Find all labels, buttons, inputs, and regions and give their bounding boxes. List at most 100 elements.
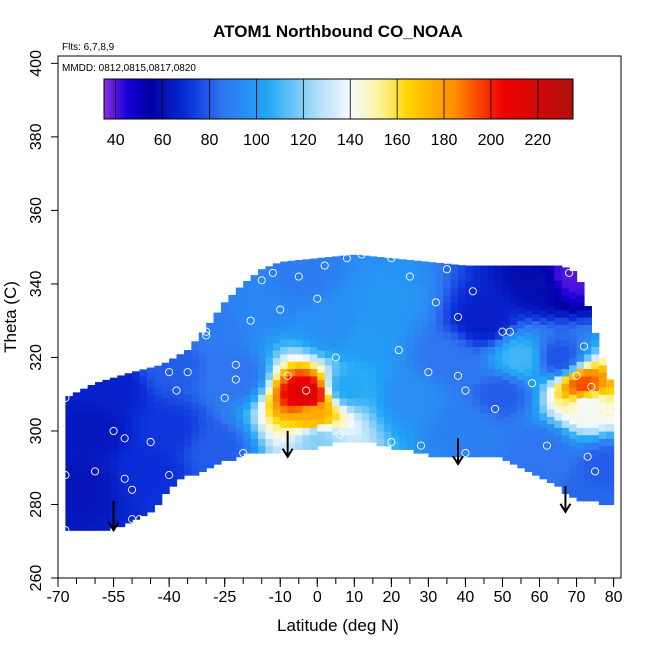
heat-cell	[532, 364, 541, 373]
heat-cell	[332, 427, 341, 436]
heat-cell	[606, 497, 615, 506]
colorbar-swatch	[282, 79, 286, 119]
heat-cell	[346, 346, 355, 355]
heat-cell	[324, 350, 333, 359]
heat-cell	[354, 375, 363, 384]
heat-cell	[561, 272, 570, 281]
heat-cell	[272, 401, 281, 410]
heat-cell	[302, 302, 311, 311]
heat-cell	[391, 368, 400, 377]
heat-cell	[517, 342, 526, 351]
heat-cell	[480, 412, 489, 421]
colorbar-swatch	[279, 79, 283, 119]
heat-cell	[517, 313, 526, 322]
heat-cell	[591, 346, 600, 355]
heat-cell	[420, 261, 429, 263]
heat-cell	[324, 335, 333, 344]
heat-cell	[132, 401, 141, 410]
heat-cell	[524, 464, 533, 472]
heat-cell	[539, 339, 548, 348]
heat-cell	[309, 265, 318, 274]
colorbar-swatch	[408, 79, 412, 119]
heat-cell	[517, 269, 526, 278]
heat-cell	[480, 265, 489, 274]
heat-cell	[561, 405, 570, 414]
heat-cell	[102, 412, 111, 421]
colorbar-swatch	[256, 79, 260, 119]
heat-cell	[546, 291, 555, 300]
heat-cell	[250, 408, 259, 417]
heat-cell	[487, 397, 496, 406]
heat-cell	[450, 294, 459, 303]
heat-cell	[495, 317, 504, 325]
heat-cell	[465, 361, 474, 370]
heat-cell	[569, 357, 578, 366]
heat-cell	[361, 405, 370, 414]
heat-cell	[561, 449, 570, 458]
colorbar-swatch	[263, 79, 267, 119]
heat-cell	[532, 269, 541, 278]
heat-cell	[450, 353, 459, 362]
arrow-head	[107, 521, 120, 533]
heat-cell	[87, 405, 96, 414]
colorbar-swatch	[139, 79, 143, 119]
heat-cell	[154, 430, 163, 439]
heat-cell	[309, 331, 318, 340]
heat-cell	[495, 441, 504, 450]
heat-cell	[272, 379, 281, 388]
heat-cell	[420, 305, 429, 314]
heat-cell	[220, 430, 229, 439]
heat-cell	[458, 339, 467, 348]
heat-cell	[495, 368, 504, 377]
heat-cell	[191, 445, 200, 454]
heat-cell	[198, 441, 207, 450]
heat-cell	[346, 265, 355, 274]
heat-cell	[606, 379, 615, 388]
heat-cell	[391, 353, 400, 362]
heat-cell	[606, 460, 615, 469]
heat-cell	[161, 390, 170, 399]
colorbar-swatch	[310, 79, 314, 119]
heat-cell	[546, 283, 555, 292]
heat-cell	[228, 430, 237, 439]
heat-cell	[576, 478, 585, 487]
heat-cell	[428, 287, 437, 296]
heat-cell	[443, 294, 452, 303]
heat-cell	[235, 287, 244, 296]
heat-cell	[169, 441, 178, 450]
sample-point	[128, 485, 137, 494]
heat-cell	[583, 317, 592, 325]
heat-cell	[109, 475, 118, 484]
heat-cell	[161, 375, 170, 384]
heat-cell	[406, 309, 415, 318]
heat-cell	[546, 445, 555, 454]
heat-cell	[295, 412, 304, 421]
heat-cell	[413, 423, 422, 432]
heat-cell	[265, 445, 274, 454]
heat-cell	[287, 265, 296, 274]
colorbar-swatch	[434, 79, 438, 119]
heat-cell	[428, 390, 437, 399]
sample-point	[120, 434, 129, 443]
heat-cell	[302, 368, 311, 377]
heat-cell	[480, 324, 489, 333]
heat-cell	[272, 416, 281, 425]
heat-cell	[487, 272, 496, 281]
heat-cell	[258, 423, 267, 432]
heat-cell	[398, 309, 407, 318]
heat-cell	[213, 312, 222, 318]
heat-cell	[361, 258, 370, 267]
heat-cell	[406, 353, 415, 362]
sample-point	[313, 294, 322, 303]
heat-cell	[591, 478, 600, 487]
heat-cell	[480, 368, 489, 377]
heat-cell	[206, 401, 215, 410]
heat-cell	[124, 464, 133, 472]
heat-cell	[583, 324, 592, 333]
sample-point	[387, 437, 396, 447]
heat-cell	[406, 434, 415, 443]
y-tick-label: 260	[28, 565, 45, 592]
heat-cell	[361, 302, 370, 311]
heat-cell	[198, 449, 207, 458]
heat-cell	[606, 489, 615, 498]
